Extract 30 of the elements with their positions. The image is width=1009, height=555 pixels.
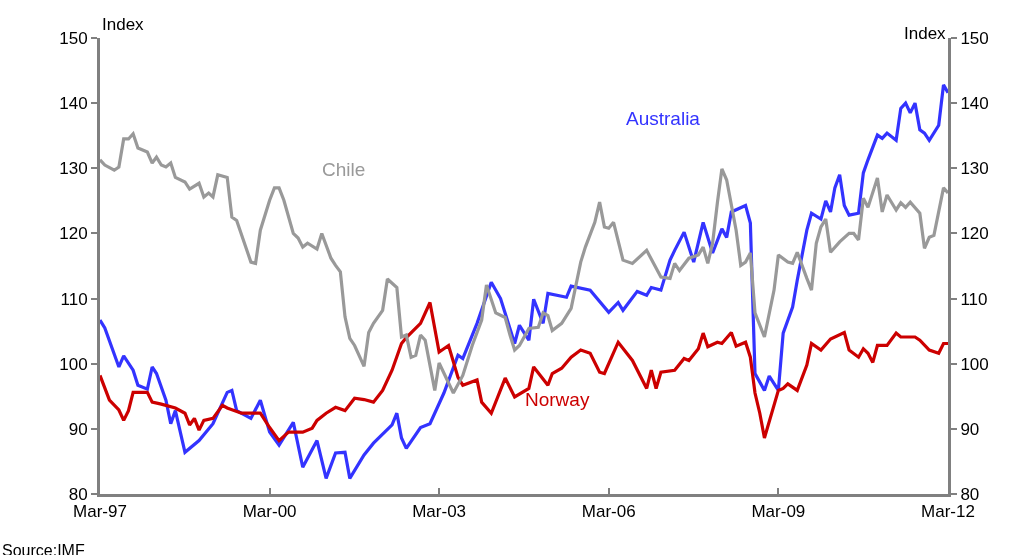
x-tick-label: Mar-03: [412, 502, 467, 522]
y2-tick-label: 100: [960, 354, 989, 374]
y-tick-label: 90: [68, 419, 88, 439]
y2-tick-label: 130: [960, 159, 989, 179]
y-tick-label: 80: [68, 484, 88, 504]
y2-tick-label: 150: [960, 28, 989, 48]
x-tick-label: Mar-97: [73, 502, 127, 522]
y2-tick-label: 110: [960, 289, 988, 309]
y-tick-label: 140: [59, 94, 88, 114]
y-tick-label: 100: [59, 354, 88, 374]
y2-tick-label: 120: [960, 224, 989, 244]
y2-axis-title: Index: [904, 24, 947, 43]
y-tick-label: 110: [60, 289, 88, 309]
y-tick-label: 150: [59, 28, 88, 48]
x-tick-label: Mar-00: [242, 502, 297, 522]
x-tick-label: Mar-12: [921, 502, 975, 522]
y-axis-title: Index: [102, 15, 145, 34]
text: Chile: [322, 159, 366, 180]
series-label: Norway: [525, 389, 590, 410]
line-series: [100, 132, 948, 395]
x-tick-label: Mar-06: [581, 502, 636, 522]
line-series: [100, 300, 948, 443]
text: Australia: [626, 108, 701, 129]
x-tick-label: Mar-09: [751, 502, 806, 522]
y-tick-label: 120: [59, 224, 88, 244]
line-series: [100, 83, 948, 480]
y-tick-label: 130: [59, 159, 88, 179]
y2-tick-label: 90: [960, 419, 980, 439]
y2-tick-label: 80: [960, 484, 980, 504]
y2-tick-label: 140: [960, 94, 989, 114]
